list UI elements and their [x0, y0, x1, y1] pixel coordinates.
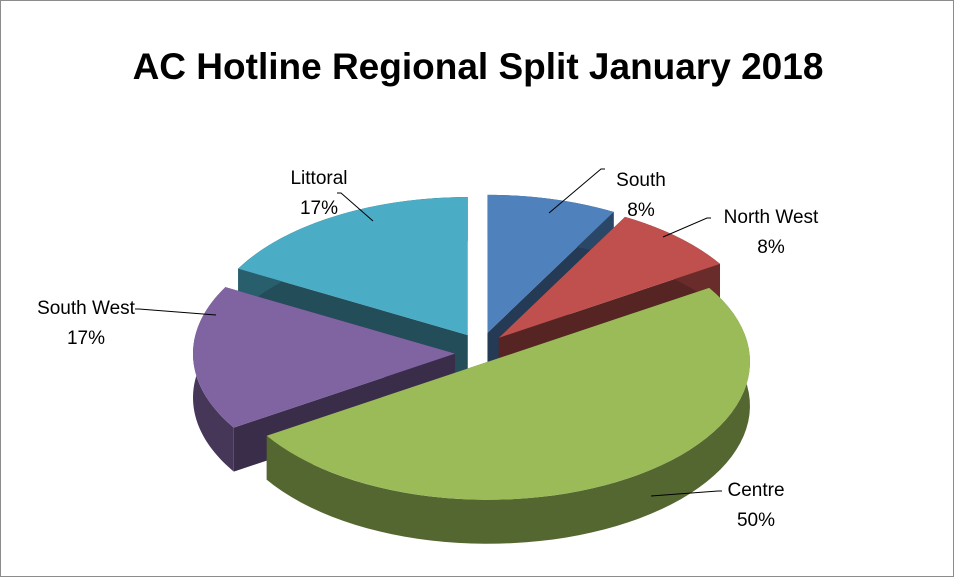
- leader-line: [662, 217, 711, 238]
- data-label-value: 17%: [67, 328, 105, 349]
- data-label-value: 50%: [737, 510, 775, 531]
- data-label-name: South West: [37, 298, 136, 319]
- chart-title: AC Hotline Regional Split January 2018: [132, 46, 824, 87]
- data-label-name: South: [616, 170, 666, 191]
- data-label-value: 17%: [300, 198, 338, 219]
- slice-top: [193, 287, 456, 428]
- slice-top: [266, 287, 750, 500]
- data-label-value: 8%: [757, 237, 785, 258]
- leader-line: [135, 308, 217, 316]
- leader-line: [548, 168, 605, 214]
- data-label-value: 8%: [627, 200, 655, 221]
- leader-line: [337, 192, 374, 222]
- data-label-name: Littoral: [290, 168, 347, 189]
- pie-slice: [266, 287, 750, 544]
- data-label-name: Centre: [727, 480, 784, 501]
- slice-top: [238, 197, 468, 336]
- leader-line: [650, 490, 722, 497]
- slice-top: [487, 194, 614, 333]
- slice-top: [498, 216, 721, 338]
- data-label-name: North West: [724, 207, 819, 228]
- slice-side: [266, 287, 750, 544]
